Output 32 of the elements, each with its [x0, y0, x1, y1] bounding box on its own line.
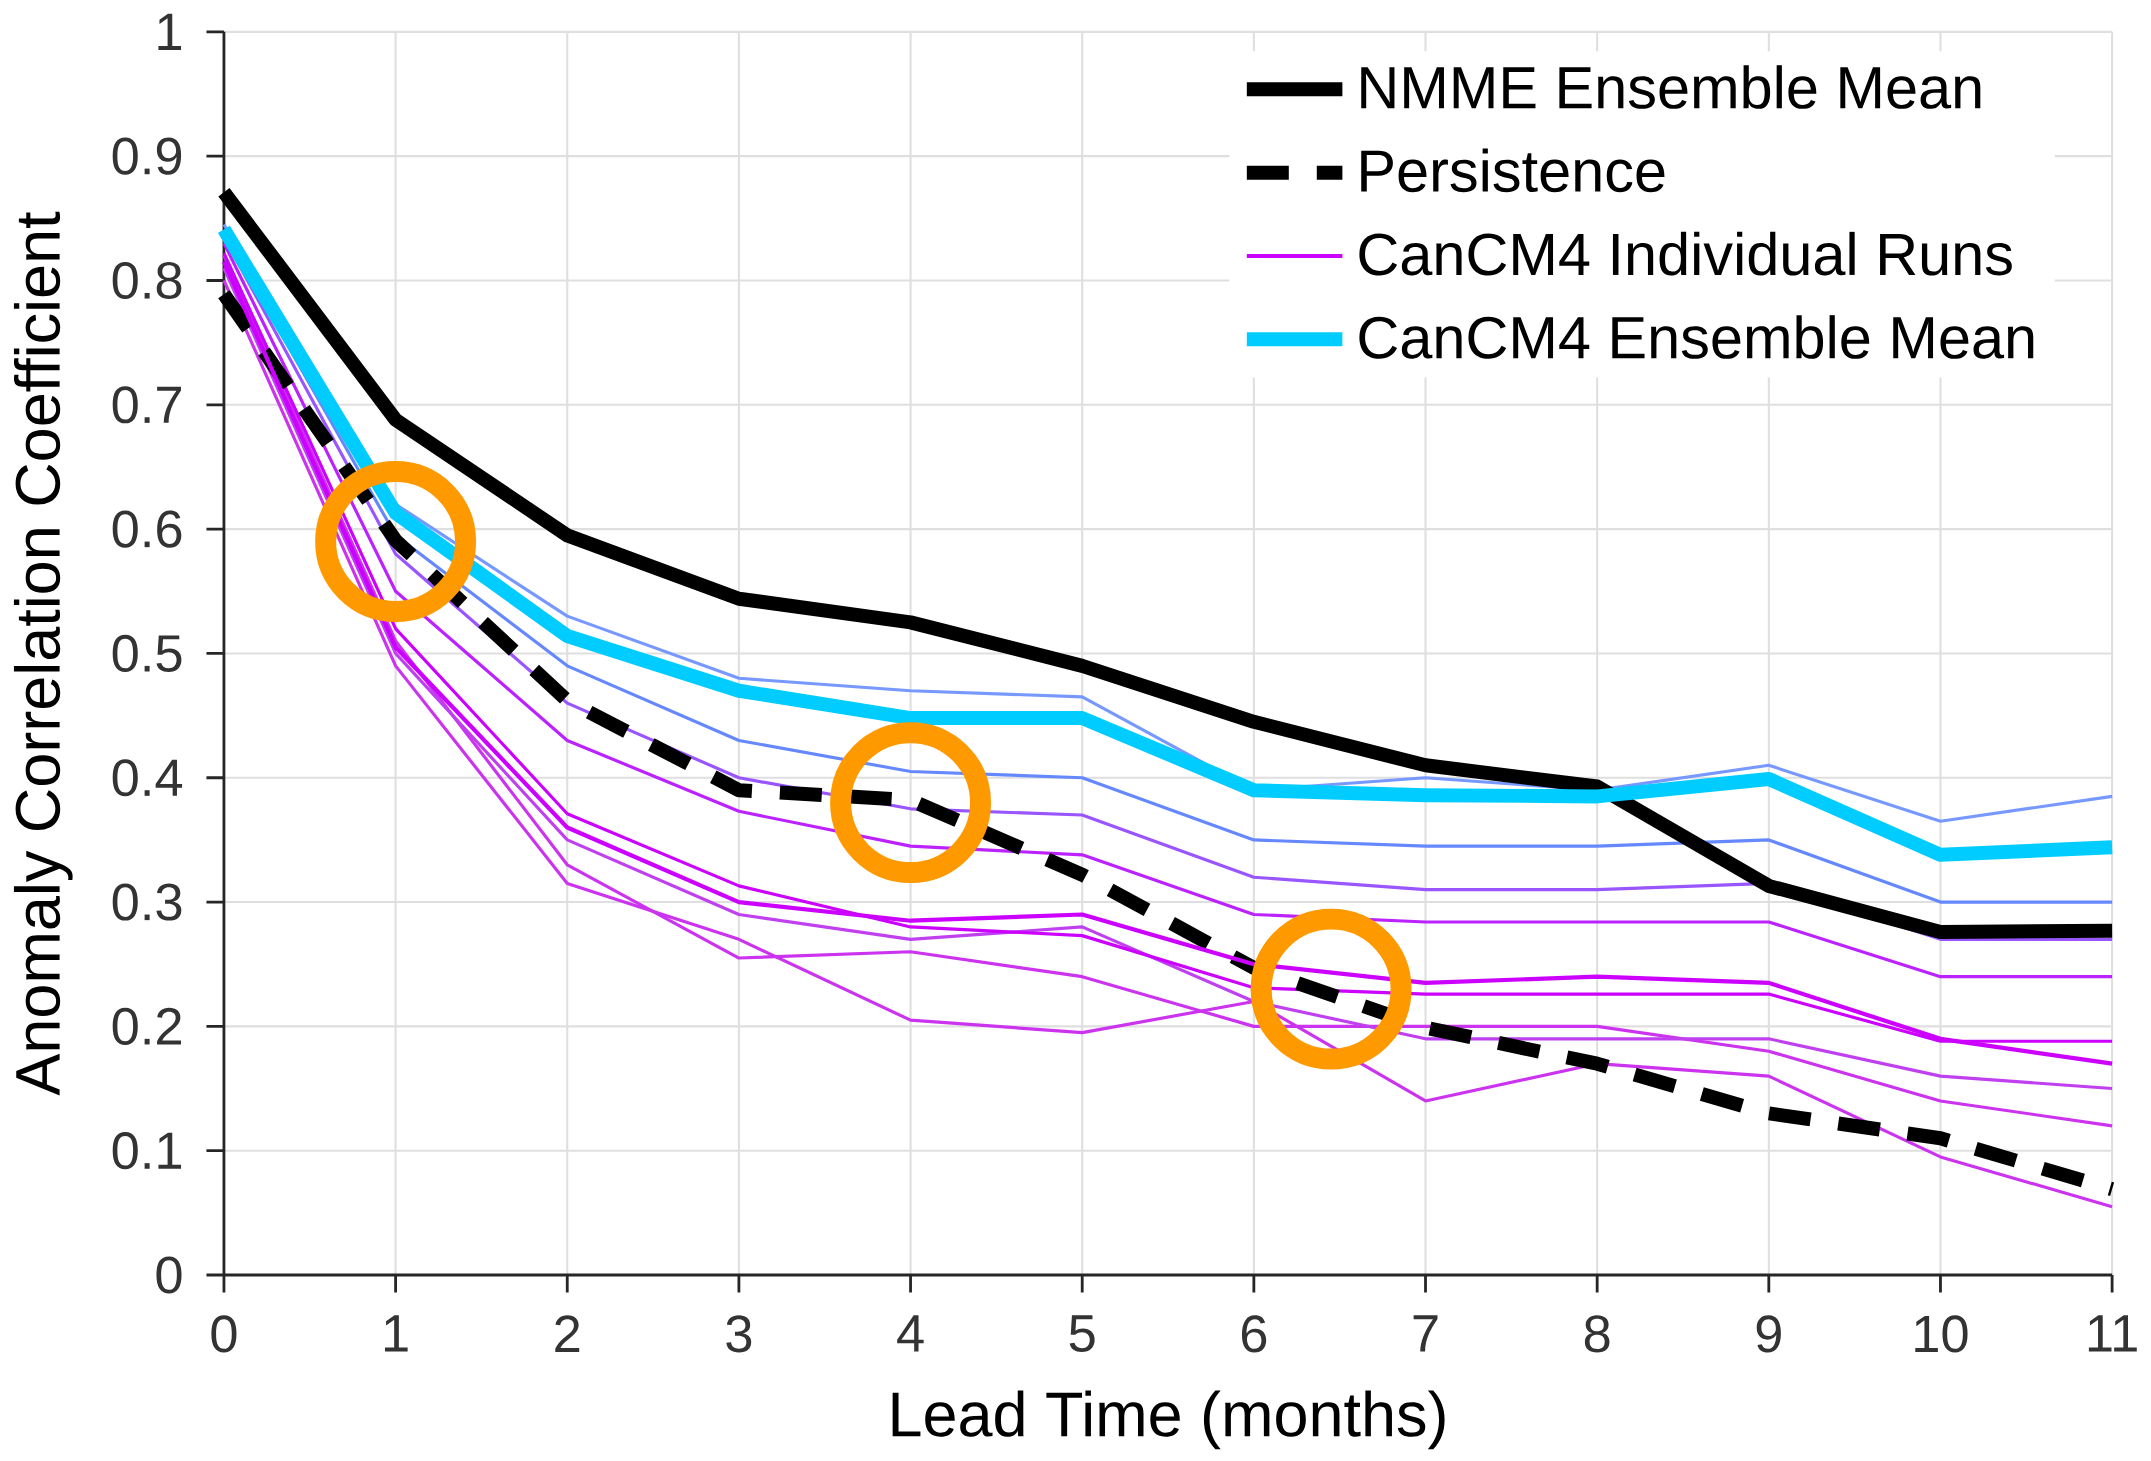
y-tick-label: 0.5 — [112, 634, 182, 673]
x-tick-label: 4 — [897, 1315, 924, 1352]
x-tick-label: 10 — [1915, 1315, 1968, 1353]
legend-label: Persistence — [1361, 148, 1665, 193]
point — [315, 461, 477, 623]
x-tick-label: 8 — [1584, 1315, 1610, 1353]
legend-label: CanCM4 Individual Runs — [1359, 231, 2012, 276]
x-tick-label: 5 — [1069, 1315, 1095, 1353]
y-tick-label: 0.1 — [112, 1132, 182, 1170]
x-tick-label: 7 — [1413, 1315, 1438, 1352]
y-tick-label: 0.7 — [112, 386, 181, 424]
x-axis-title: Lead Time (months) — [892, 1390, 1445, 1450]
x-tick-label: 2 — [555, 1315, 580, 1353]
x-tick-label: 0 — [211, 1315, 237, 1353]
y-tick-label: 1 — [158, 13, 182, 50]
y-tick-label: 0.6 — [112, 510, 182, 548]
legend-label: CanCM4 Ensemble Mean — [1359, 315, 2034, 359]
x-tick-label: 3 — [726, 1315, 752, 1353]
point — [1250, 908, 1412, 1070]
x-tick-label: 6 — [1241, 1315, 1267, 1353]
y-tick-label: 0.4 — [112, 759, 183, 797]
y-tick-label: 0.9 — [112, 137, 182, 175]
legend-label: NMME Ensemble Mean — [1361, 65, 1981, 109]
y-tick-label: 0.2 — [112, 1007, 181, 1046]
y-tick-label: 0.3 — [112, 883, 182, 921]
y-axis-title: Anomaly Correlation Coefficient — [13, 211, 73, 1096]
x-tick-label: 9 — [1756, 1315, 1781, 1353]
y-tick-label: 0.8 — [112, 261, 182, 300]
x-tick-label: 1 — [385, 1315, 408, 1352]
x-tick-label: 11 — [2088, 1315, 2137, 1352]
y-tick-label: 0 — [156, 1256, 182, 1294]
point — [830, 722, 992, 884]
